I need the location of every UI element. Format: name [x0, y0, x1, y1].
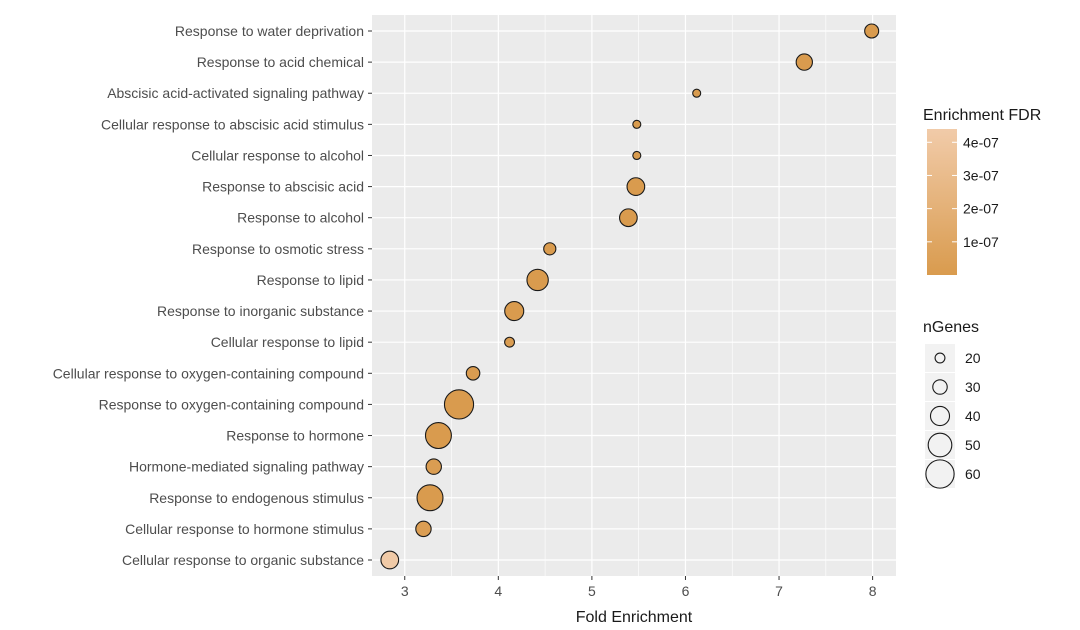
color-legend-ticks: 4e-07 3e-07 2e-07 1e-07 [927, 134, 999, 250]
size-legend-key [925, 431, 955, 459]
size-legend-key [925, 344, 955, 372]
category-label: Response to lipid [257, 272, 364, 288]
size-legend-label: 50 [965, 437, 981, 453]
category-label: Hormone-mediated signaling pathway [129, 459, 364, 475]
category-label: Response to endogenous stimulus [149, 490, 364, 506]
data-point [543, 242, 557, 256]
category-label: Cellular response to abscisic acid stimu… [101, 116, 364, 132]
size-legend-label: 60 [965, 466, 981, 482]
category-label: Cellular response to oxygen-containing c… [53, 365, 364, 381]
category-label: Cellular response to lipid [211, 334, 364, 350]
size-legend-circle [927, 432, 953, 458]
size-legend-title: nGenes [923, 319, 979, 336]
x-tick-label: 7 [775, 583, 783, 599]
category-label: Response to alcohol [237, 210, 364, 226]
x-axis: 3 4 5 6 7 8 [401, 576, 877, 599]
data-point [415, 520, 432, 538]
category-label: Response to abscisic acid [202, 179, 364, 195]
color-legend: Enrichment FDR 4e-07 3e-07 2e-07 1e-07 [923, 107, 1041, 275]
category-label: Response to inorganic substance [157, 303, 364, 319]
size-legend-circle [934, 352, 946, 364]
data-point [619, 208, 638, 228]
x-axis-title: Fold Enrichment [576, 609, 693, 626]
color-tick-label: 2e-07 [963, 201, 999, 217]
size-legend-circle [929, 405, 951, 427]
data-point [465, 365, 481, 381]
x-tick-label: 5 [588, 583, 596, 599]
category-label: Cellular response to alcohol [191, 147, 364, 163]
color-tick-label: 1e-07 [963, 234, 999, 250]
x-tick-label: 4 [494, 583, 502, 599]
plot-panel [372, 15, 896, 576]
size-legend-entries: 20 30 40 50 60 [925, 344, 981, 489]
x-tick-label: 3 [401, 583, 409, 599]
category-label: Cellular response to hormone stimulus [125, 521, 364, 537]
data-points [380, 23, 880, 570]
data-point [504, 300, 525, 322]
color-tick-label: 4e-07 [963, 134, 999, 150]
color-legend-title: Enrichment FDR [923, 107, 1041, 124]
category-label: Response to acid chemical [197, 54, 364, 70]
category-label: Response to osmotic stress [192, 241, 364, 257]
data-point [632, 119, 642, 129]
color-bar [927, 129, 957, 275]
data-point [416, 484, 444, 512]
size-legend-label: 30 [965, 379, 981, 395]
category-label: Response to water deprivation [175, 23, 364, 39]
x-tick-label: 8 [869, 583, 877, 599]
category-label: Response to hormone [226, 428, 364, 444]
category-label: Abscisic acid-activated signaling pathwa… [107, 85, 364, 101]
y-axis: Response to water deprivation Response to… [53, 23, 372, 568]
panel-background [372, 15, 896, 576]
data-point [864, 23, 880, 39]
size-legend-label: 20 [965, 350, 981, 366]
size-legend-circle [925, 459, 955, 489]
data-point [526, 268, 549, 292]
size-legend-key [925, 373, 955, 401]
data-point [443, 389, 475, 420]
data-point [692, 88, 702, 98]
size-legend: nGenes 20 30 40 50 60 [923, 319, 981, 489]
data-point [380, 550, 400, 570]
data-point [632, 150, 642, 161]
x-tick-label: 6 [682, 583, 690, 599]
data-point [626, 177, 646, 196]
data-point [795, 53, 813, 71]
category-label: Response to oxygen-containing compound [99, 396, 364, 412]
data-point [424, 422, 452, 450]
color-tick-label: 3e-07 [963, 167, 999, 183]
data-point [425, 458, 442, 475]
size-legend-label: 40 [965, 408, 981, 424]
data-point [504, 336, 516, 348]
category-label: Cellular response to organic substance [122, 552, 364, 568]
size-legend-circle [932, 379, 948, 395]
